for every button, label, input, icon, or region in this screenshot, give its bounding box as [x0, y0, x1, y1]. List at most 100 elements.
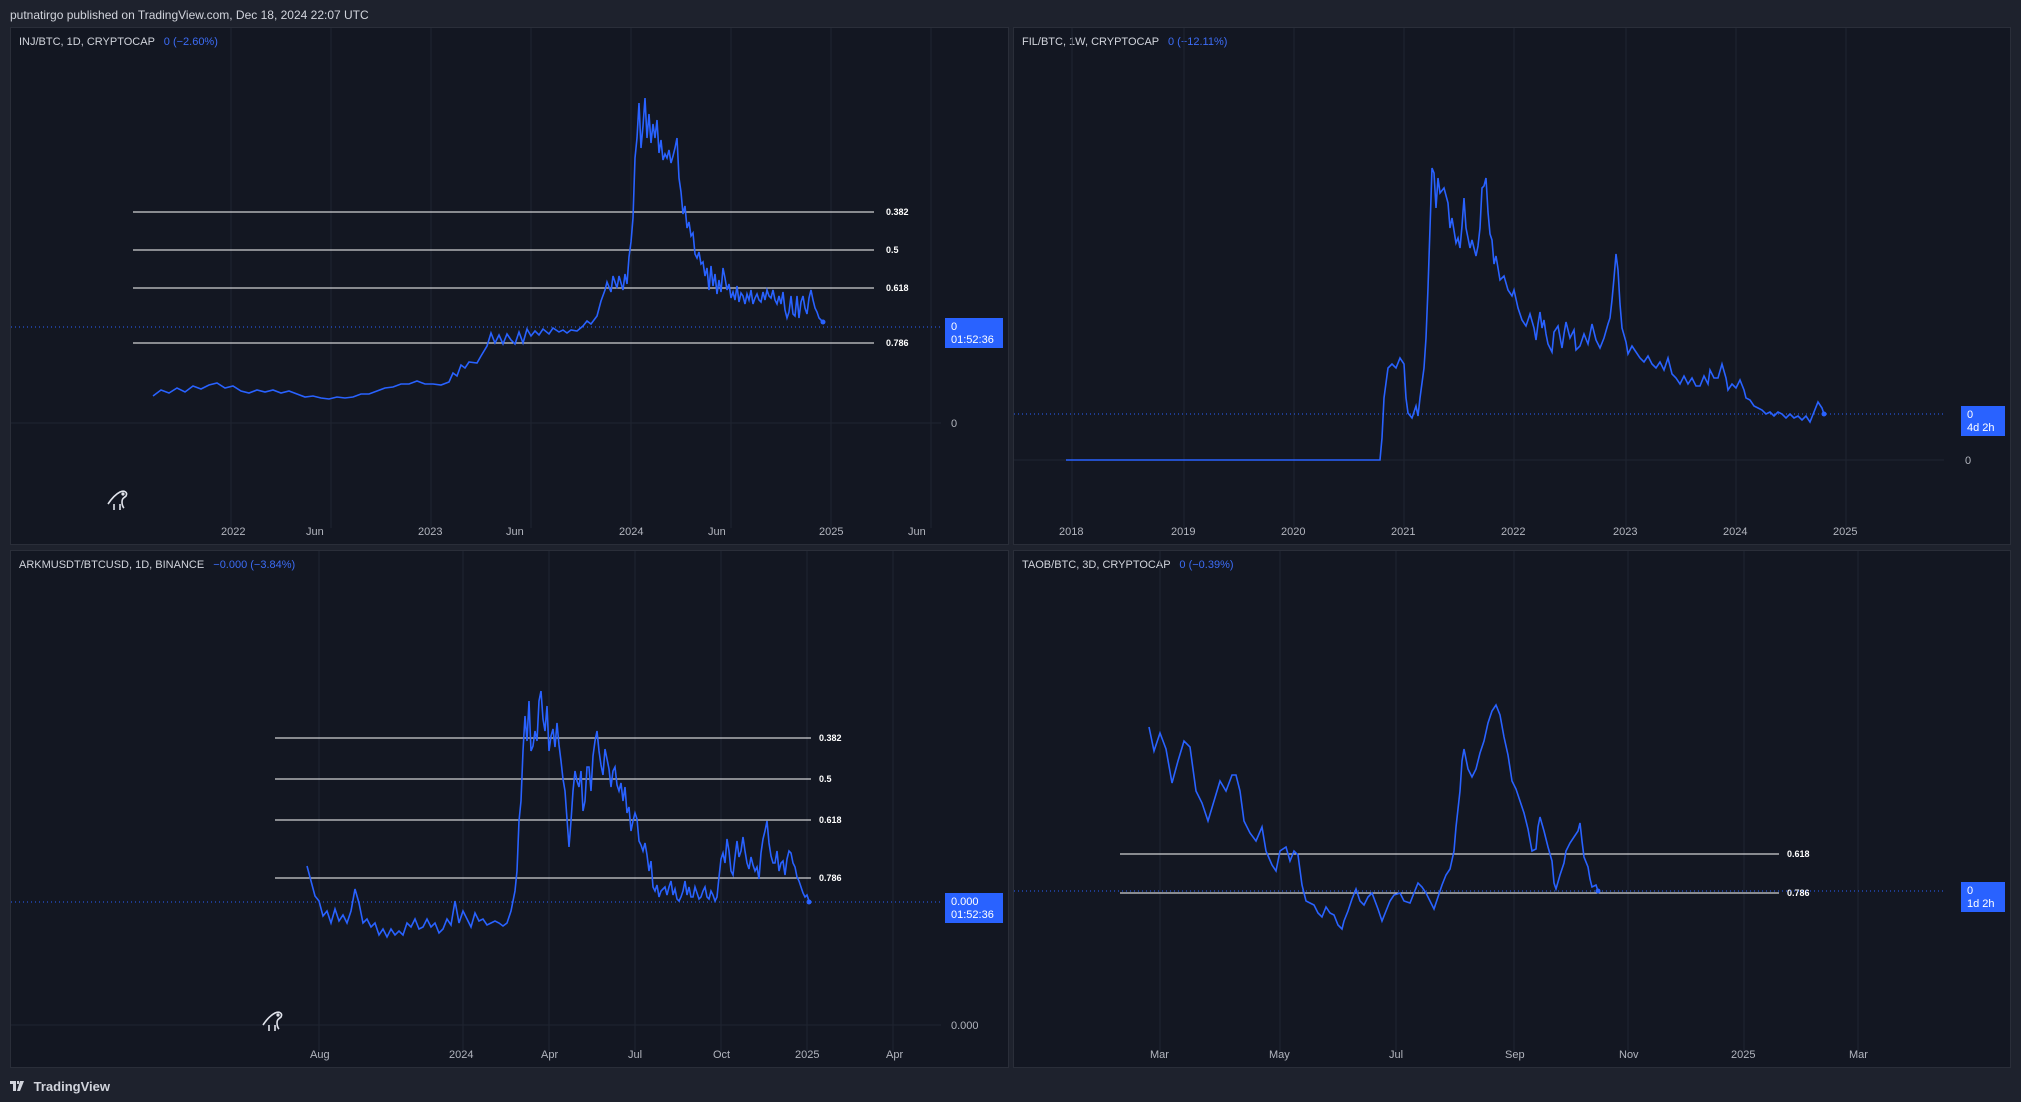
fib-label-05: 0.5 — [886, 245, 899, 255]
tradingview-logo-icon — [10, 1079, 26, 1094]
symbol-label: ARKMUSDT/BTCUSD, 1D, BINANCE — [19, 559, 205, 571]
x-tick: 2022 — [1501, 526, 1525, 538]
brand-name: TradingView — [33, 1079, 110, 1094]
price-box-value: 0 — [1967, 885, 1973, 897]
tradingview-brand[interactable]: TradingView — [10, 1079, 110, 1094]
price-box: 0 1d 2h — [1961, 882, 2005, 912]
x-tick: Jul — [1389, 1049, 1403, 1061]
grid-lines — [11, 28, 941, 528]
price-series-line[interactable] — [1066, 167, 1825, 461]
x-tick: 2024 — [1723, 526, 1747, 538]
x-tick: Jul — [628, 1049, 642, 1061]
grid-lines — [11, 551, 941, 1051]
x-tick: Apr — [541, 1049, 558, 1061]
fib-label-0382: 0.382 — [886, 207, 909, 217]
grid-lines — [1159, 551, 1859, 1051]
change-label: 0 (−0.39%) — [1179, 559, 1234, 571]
last-price-dot — [820, 319, 826, 325]
x-tick: 2024 — [449, 1049, 473, 1061]
price-box-value: 0.000 — [951, 896, 979, 908]
x-tick: 2025 — [795, 1049, 819, 1061]
grid-lines — [1014, 28, 1944, 528]
dino-logo-icon — [262, 1011, 283, 1031]
price-box: 0.000 01:52:36 — [945, 893, 1003, 923]
chart-legend: TAOB/BTC, 3D, CRYPTOCAP 0 (−0.39%) — [1022, 559, 1234, 571]
dino-logo-icon — [107, 490, 128, 510]
x-tick: 2025 — [1731, 1049, 1755, 1061]
chart-panel-taob-btc[interactable]: TAOB/BTC, 3D, CRYPTOCAP 0 (−0.39%) 0.618… — [1013, 550, 2011, 1068]
price-box-countdown: 1d 2h — [1967, 898, 1995, 910]
y-tick-zero: 0 — [951, 418, 957, 430]
x-tick: Nov — [1619, 1049, 1639, 1061]
price-box-countdown: 4d 2h — [1967, 422, 1995, 434]
fib-levels[interactable]: 0.382 0.5 0.618 0.786 — [133, 207, 909, 348]
chart-canvas[interactable]: 0.382 0.5 0.618 0.786 0 01:52:36 0 2022 … — [11, 28, 1010, 546]
x-tick: Jun — [306, 526, 324, 538]
x-tick: 2023 — [418, 526, 442, 538]
fib-label-0382: 0.382 — [819, 733, 842, 743]
last-price-dot — [1821, 411, 1827, 417]
x-tick: 2019 — [1171, 526, 1195, 538]
last-price-dot — [1595, 888, 1601, 894]
change-label: −0.000 (−3.84%) — [213, 559, 296, 571]
x-tick: 2020 — [1281, 526, 1305, 538]
price-series-line[interactable] — [152, 97, 824, 400]
x-axis: Mar May Jul Sep Nov 2025 Mar — [1150, 1049, 1868, 1061]
footer-bar: TradingView — [0, 1072, 2021, 1102]
last-price-dot — [806, 899, 812, 905]
price-box-countdown: 01:52:36 — [951, 334, 994, 346]
x-tick: 2023 — [1613, 526, 1637, 538]
chart-canvas[interactable]: 0 4d 2h 0 2018 2019 2020 2021 2022 2023 … — [1014, 28, 2012, 546]
x-tick: Mar — [1150, 1049, 1169, 1061]
price-box: 0 01:52:36 — [945, 318, 1003, 348]
fib-label-05: 0.5 — [819, 774, 832, 784]
publish-header: putnatirgo published on TradingView.com,… — [0, 0, 2021, 30]
fib-levels[interactable]: 0.382 0.5 0.618 0.786 — [275, 733, 842, 883]
x-tick: Oct — [713, 1049, 730, 1061]
fib-label-0786: 0.786 — [819, 873, 842, 883]
x-tick: Aug — [310, 1049, 330, 1061]
y-tick-zero: 0.000 — [951, 1020, 979, 1032]
fib-label-0786: 0.786 — [1787, 888, 1810, 898]
x-tick: 2021 — [1391, 526, 1415, 538]
price-box-value: 0 — [1967, 409, 1973, 421]
x-tick: Apr — [886, 1049, 903, 1061]
change-label: 0 (−12.11%) — [1168, 36, 1228, 48]
x-tick: Mar — [1849, 1049, 1868, 1061]
x-tick: 2025 — [1833, 526, 1857, 538]
x-tick: 2025 — [819, 526, 843, 538]
fib-label-0786: 0.786 — [886, 338, 909, 348]
fib-levels[interactable]: 0.618 0.786 — [1120, 849, 1810, 898]
price-series-line[interactable] — [1148, 703, 1599, 931]
x-tick: Jun — [908, 526, 926, 538]
chart-legend: ARKMUSDT/BTCUSD, 1D, BINANCE −0.000 (−3.… — [19, 559, 295, 571]
symbol-label: INJ/BTC, 1D, CRYPTOCAP — [19, 36, 155, 48]
x-tick: May — [1269, 1049, 1290, 1061]
chart-panel-inj-btc[interactable]: INJ/BTC, 1D, CRYPTOCAP 0 (−2.60%) 0.382 … — [10, 27, 1009, 545]
price-box: 0 4d 2h — [1961, 406, 2005, 436]
chart-legend: FIL/BTC, 1W, CRYPTOCAP 0 (−12.11%) — [1022, 36, 1227, 48]
x-tick: 2022 — [221, 526, 245, 538]
change-label: 0 (−2.60%) — [163, 36, 218, 48]
chart-canvas[interactable]: 0.618 0.786 0 1d 2h Mar May Jul Sep Nov … — [1014, 551, 2012, 1069]
y-tick-zero: 0 — [1965, 455, 1971, 467]
publish-info: putnatirgo published on TradingView.com,… — [10, 8, 369, 22]
x-tick: Jun — [506, 526, 524, 538]
x-axis: Aug 2024 Apr Jul Oct 2025 Apr — [310, 1049, 903, 1061]
x-tick: 2018 — [1059, 526, 1083, 538]
symbol-label: FIL/BTC, 1W, CRYPTOCAP — [1022, 36, 1159, 48]
x-axis: 2018 2019 2020 2021 2022 2023 2024 2025 — [1059, 526, 1857, 538]
x-axis: 2022 Jun 2023 Jun 2024 Jun 2025 Jun — [221, 526, 926, 538]
fib-label-0618: 0.618 — [886, 283, 909, 293]
price-series-line[interactable] — [306, 690, 810, 939]
x-tick: 2024 — [619, 526, 643, 538]
chart-canvas[interactable]: 0.382 0.5 0.618 0.786 0.000 01:52:36 0.0… — [11, 551, 1010, 1069]
chart-panel-fil-btc[interactable]: FIL/BTC, 1W, CRYPTOCAP 0 (−12.11%) 0 4d … — [1013, 27, 2011, 545]
price-box-value: 0 — [951, 321, 957, 333]
symbol-label: TAOB/BTC, 3D, CRYPTOCAP — [1022, 559, 1171, 571]
fib-label-0618: 0.618 — [1787, 849, 1810, 859]
fib-label-0618: 0.618 — [819, 815, 842, 825]
chart-panel-arkm[interactable]: ARKMUSDT/BTCUSD, 1D, BINANCE −0.000 (−3.… — [10, 550, 1009, 1068]
price-box-countdown: 01:52:36 — [951, 909, 994, 921]
x-tick: Jun — [708, 526, 726, 538]
